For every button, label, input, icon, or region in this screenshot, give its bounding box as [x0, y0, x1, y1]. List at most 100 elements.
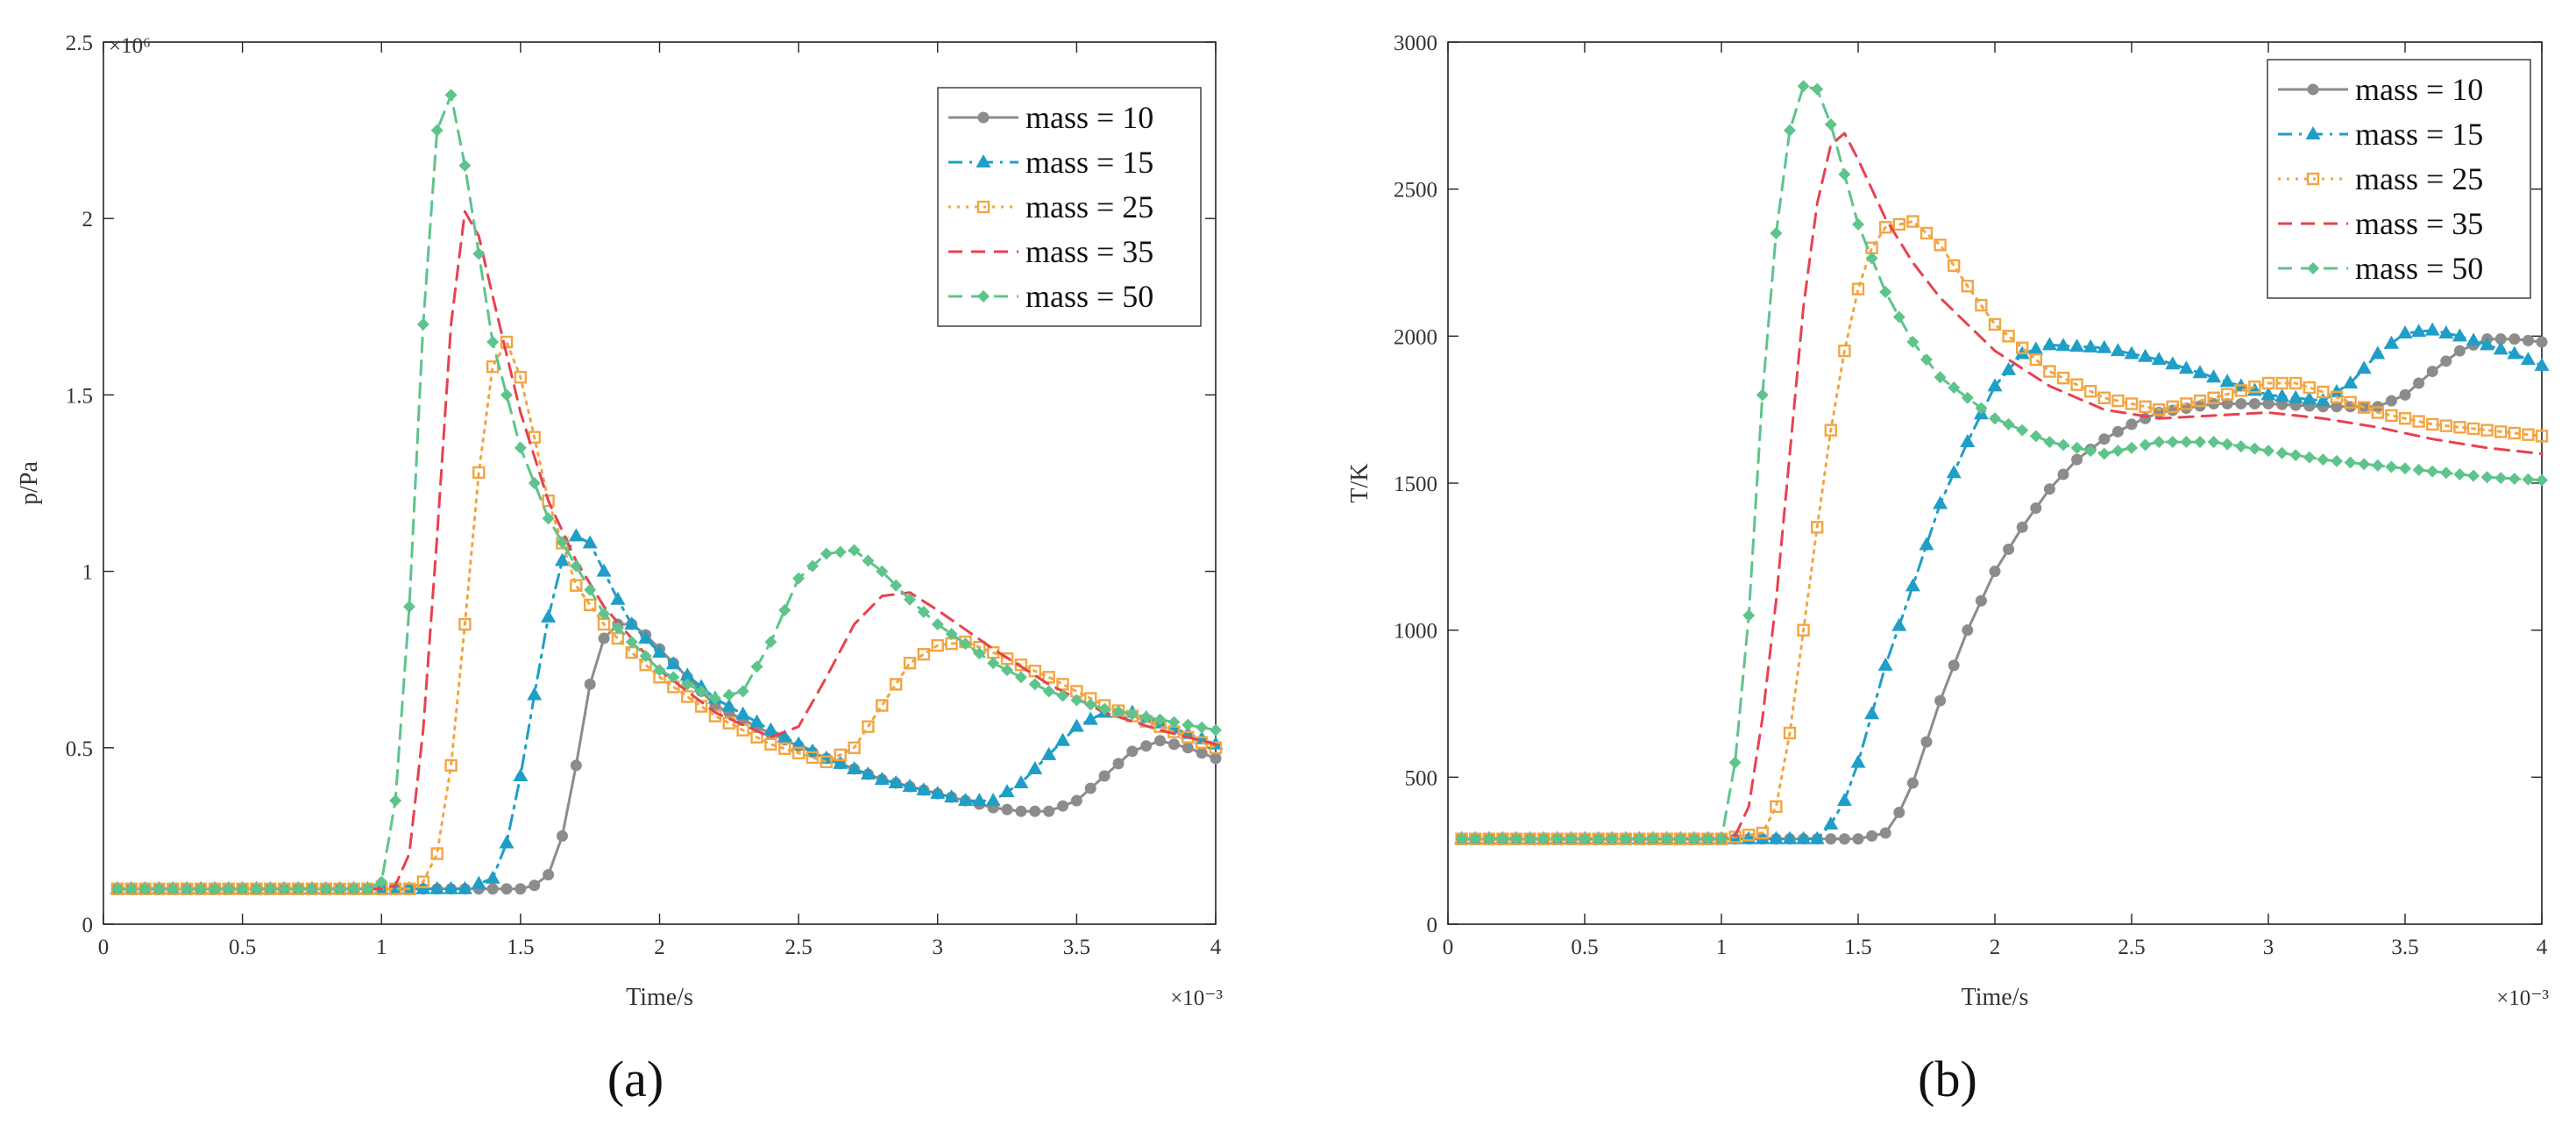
data-point [2151, 352, 2167, 366]
legend-swatch-marker [2305, 126, 2321, 139]
legend-swatch-marker [2306, 172, 2320, 186]
data-point [1989, 412, 2001, 425]
data-point [2043, 483, 2055, 495]
data-point [598, 632, 610, 644]
data-point [2235, 397, 2247, 409]
data-point [1182, 742, 1194, 754]
data-point [472, 247, 486, 260]
data-point [750, 660, 763, 673]
data-point [1647, 832, 1659, 845]
y-tick-label: 2 [82, 208, 94, 231]
y-tick-label: 0 [82, 914, 94, 937]
x-tick-label: 3 [2263, 936, 2274, 959]
data-point [2001, 361, 2017, 375]
data-point [1742, 609, 1756, 622]
data-point [457, 880, 472, 894]
data-point [2070, 441, 2083, 454]
data-point [667, 671, 680, 684]
data-point [1579, 832, 1591, 845]
data-point [1989, 566, 2001, 578]
data-point [1070, 794, 1082, 807]
data-point [138, 882, 152, 895]
data-point [2178, 360, 2194, 374]
data-point [791, 746, 805, 760]
data-point [2274, 388, 2290, 402]
data-point [1933, 495, 1948, 509]
data-point [2412, 463, 2425, 476]
data-point [1001, 803, 1013, 815]
data-point [2317, 453, 2330, 466]
y-tick-label: 0 [1427, 914, 1438, 937]
data-point [1797, 80, 1810, 93]
data-point [876, 565, 889, 578]
data-point [570, 759, 582, 772]
data-point [2125, 397, 2139, 410]
data-point [2207, 436, 2220, 449]
data-point [471, 875, 486, 889]
data-point [1852, 833, 1864, 845]
data-point [2206, 369, 2222, 383]
data-point [916, 782, 932, 796]
data-point [2439, 419, 2453, 432]
data-point [527, 687, 543, 701]
data-point [485, 870, 500, 884]
data-point [1961, 280, 1975, 293]
data-point [679, 667, 695, 681]
legend-box [937, 87, 1202, 327]
data-point [1084, 782, 1096, 794]
data-point [764, 737, 777, 751]
data-point [2015, 341, 2029, 354]
data-point [1041, 746, 1057, 760]
data-point [1866, 829, 1878, 842]
data-point [2289, 449, 2303, 462]
data-point [999, 784, 1015, 798]
data-point [1055, 732, 1071, 746]
x-tick-label: 0 [98, 936, 110, 959]
data-point [862, 554, 875, 567]
data-point [1013, 775, 1029, 789]
data-point [1797, 623, 1810, 637]
data-point [2508, 472, 2521, 485]
data-point [1084, 698, 1097, 711]
data-point [2536, 473, 2548, 487]
data-point [1182, 718, 1195, 731]
data-point [542, 512, 555, 525]
data-point [1210, 752, 1222, 765]
data-point [1934, 694, 1947, 707]
data-point [695, 685, 708, 698]
data-point [1742, 829, 1756, 842]
data-point [833, 755, 848, 769]
data-point [1823, 815, 1839, 829]
data-point [2152, 402, 2166, 416]
data-point [2522, 334, 2534, 346]
data-point [1836, 793, 1852, 807]
data-point [917, 605, 930, 618]
legend-label: mass = 10 [1025, 100, 1153, 135]
data-point [1946, 465, 1962, 479]
data-point [957, 793, 973, 807]
data-point [499, 835, 514, 849]
data-point [1043, 805, 1055, 817]
data-point [2411, 324, 2427, 338]
data-point [722, 688, 735, 701]
data-point [1865, 252, 1878, 265]
data-point [2466, 422, 2480, 436]
data-point [1167, 738, 1180, 751]
data-point [319, 882, 332, 895]
legend-swatch-marker [976, 200, 990, 214]
data-point [554, 552, 570, 566]
data-point [2029, 430, 2042, 443]
data-point [542, 494, 555, 508]
data-point [2453, 467, 2466, 481]
data-point [2041, 337, 2057, 351]
data-point [1784, 124, 1796, 137]
data-point [862, 720, 875, 733]
data-point [250, 882, 263, 895]
data-point [2385, 395, 2397, 407]
data-point [1126, 745, 1139, 758]
x-tick-label: 1.5 [507, 936, 534, 959]
data-point [1934, 239, 1947, 252]
x-tick-label: 2.5 [785, 936, 813, 959]
data-point [1728, 830, 1742, 844]
data-point [2083, 385, 2097, 398]
